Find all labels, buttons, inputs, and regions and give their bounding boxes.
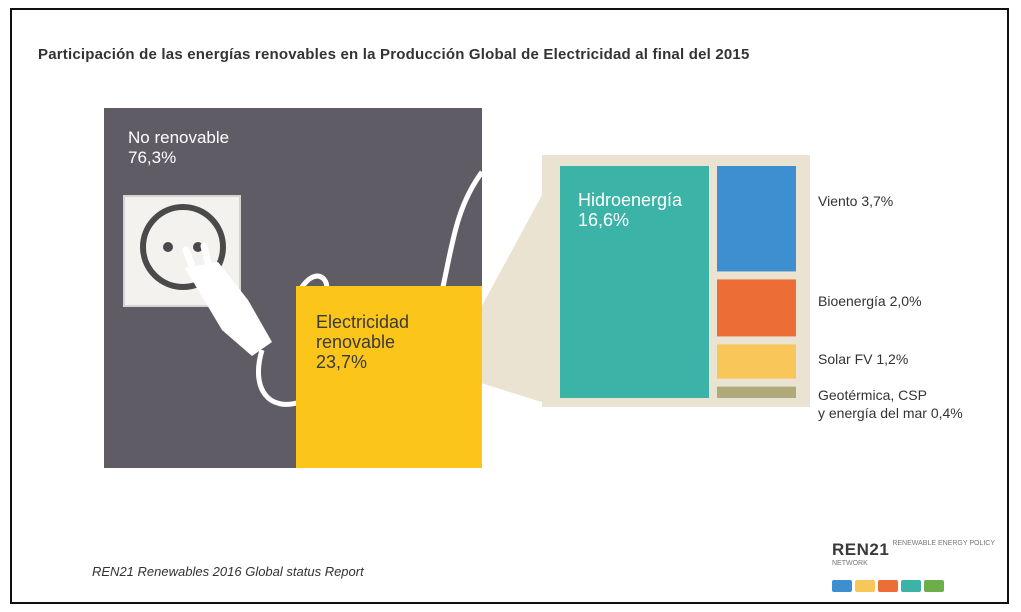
bar-wind	[717, 166, 796, 272]
chart-title: Participación de las energías renovables…	[38, 46, 750, 63]
hydro-name: Hidroenergía	[578, 190, 683, 210]
renewable-value: 23,7%	[316, 352, 368, 372]
hydro-label: Hidroenergía 16,6%	[578, 190, 682, 230]
bio-label: Bioenergía 2,0%	[818, 293, 922, 309]
logo-text: REN21	[832, 540, 890, 559]
geo-label-line2: y energía del mar 0,4%	[818, 405, 963, 421]
renewable-label: Electricidad renovable 23,7%	[316, 312, 409, 372]
solar-label: Solar FV 1,2%	[818, 351, 909, 367]
logo-icon-4	[901, 580, 921, 592]
logo-icon-2	[855, 580, 875, 592]
geo-label-line1: Geotérmica, CSP	[818, 387, 927, 403]
logo-icon-5	[924, 580, 944, 592]
bar-bio	[717, 279, 796, 337]
non-renewable-name: No renovable	[128, 128, 230, 147]
ren21-logo: REN21 RENEWABLE ENERGY POLICY NETWORK	[832, 540, 1021, 592]
non-renewable-label: No renovable 76,3%	[128, 128, 229, 168]
bar-hydro	[560, 166, 709, 398]
logo-subtext: RENEWABLE ENERGY POLICY NETWORK	[832, 540, 995, 567]
logo-icons	[832, 580, 1021, 592]
breakdown-bars	[560, 166, 796, 398]
plug-icon	[182, 170, 485, 407]
renewable-name-line1: Electricidad	[316, 312, 410, 332]
bar-solar	[717, 344, 796, 379]
source-note: REN21 Renewables 2016 Global status Repo…	[92, 564, 364, 579]
non-renewable-value: 76,3%	[128, 148, 177, 167]
wind-label: Viento 3,7%	[818, 193, 894, 209]
geo-label: Geotérmica, CSP y energía del mar 0,4%	[818, 386, 963, 422]
bar-geo	[717, 386, 796, 398]
renewable-name-line2: renovable	[316, 332, 396, 352]
hydro-value: 16,6%	[578, 210, 630, 230]
logo-icon-3	[878, 580, 898, 592]
renewable-block	[296, 286, 482, 468]
logo-icon-1	[832, 580, 852, 592]
